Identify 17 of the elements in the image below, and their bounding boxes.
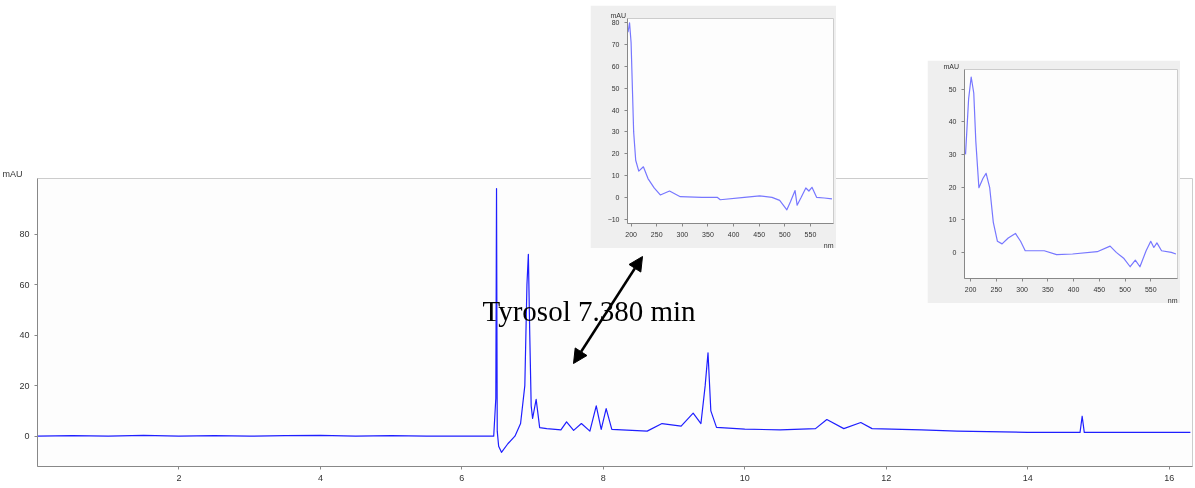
x-tick-label: 6 bbox=[459, 472, 465, 483]
x-tick-label: 4 bbox=[317, 472, 323, 483]
y-tick-label: 40 bbox=[19, 330, 30, 341]
x-tick-label: 16 bbox=[1164, 472, 1175, 483]
y-axis-title: mAU bbox=[2, 168, 23, 179]
y-tick-label: 0 bbox=[24, 431, 30, 442]
line-series bbox=[627, 22, 833, 211]
y-tick-label: 60 bbox=[19, 279, 30, 290]
y-tick-label: 20 bbox=[19, 380, 30, 391]
x-tick-label: 8 bbox=[600, 472, 606, 483]
line-series bbox=[964, 76, 1177, 268]
line-series bbox=[37, 188, 1191, 453]
x-tick-label: 10 bbox=[739, 472, 750, 483]
x-tick-label: 12 bbox=[881, 472, 892, 483]
x-tick-label: 14 bbox=[1022, 472, 1033, 483]
x-tick-label: 2 bbox=[176, 472, 182, 483]
y-tick-label: 80 bbox=[19, 229, 30, 240]
